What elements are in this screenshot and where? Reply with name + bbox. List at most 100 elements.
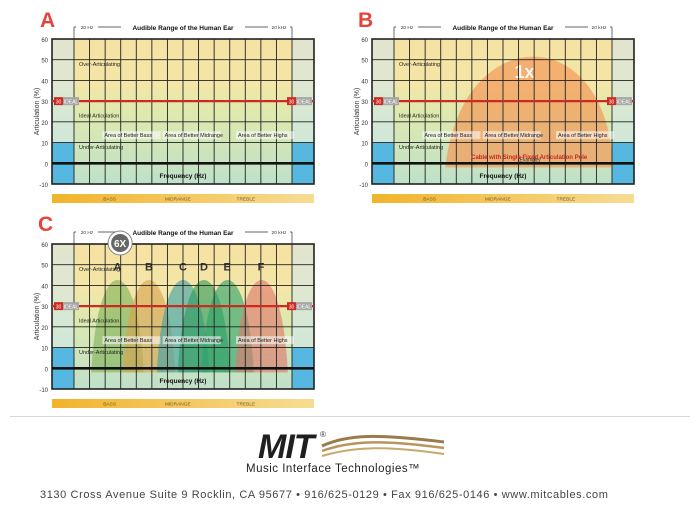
ideal-label-left: IDEAL [64,100,79,106]
logo-wordmark: MIT [258,428,315,466]
ideal-tag-right [296,97,312,106]
area-label: Area of Better Highs [558,133,608,139]
y-tick-label: 0 [45,367,49,373]
area-label: Area of Better Highs [238,133,288,139]
frequency-band-bar [372,194,634,203]
pole-letter-d: D [200,262,208,274]
ideal-value-right: 30 [289,305,295,311]
x-axis-title: Frequency (Hz) [480,173,527,180]
ideal-value-left: 30 [56,100,62,106]
zone-ideal-label: Ideal Articulation [79,114,119,120]
panel-c-letter: C [38,213,54,236]
title-bg [121,22,245,32]
frequency-band-bar [52,194,314,203]
band-label: BASS [103,197,116,203]
zone-ideal-label: Ideal Articulation [399,114,439,120]
articulation-pole-f [235,280,288,373]
title-bg [441,22,565,32]
range-high-label: 20 kHz [272,25,288,31]
plot-frame [51,38,315,185]
area-label: Area of Better Bass [104,133,152,139]
multiplier-badge: 6X [114,239,127,250]
area-label-bg [236,131,295,140]
zone-under-label: Under-Articulating [399,145,443,151]
ideal-value-right: 30 [289,100,295,106]
band-label: TREBLE [557,197,576,203]
area-label-bg [102,131,161,140]
y-tick-label: 40 [361,79,368,85]
ideal-label-right: IDEAL [297,100,312,106]
pole-note-sub: (Example) [518,157,541,163]
range-high-bg [588,22,610,32]
band-label: MIDRANGE [165,402,191,408]
ideal-label-left: IDEAL [384,100,399,106]
y-tick-label: 50 [41,264,48,270]
area-label: Area of Better Midrange [485,133,543,139]
band-label: TREBLE [237,197,256,203]
y-tick-label: 40 [41,79,48,85]
ideal-tag-right [616,97,632,106]
high-range-shade [612,39,634,143]
curve-multiplier-label: 1x [514,62,534,82]
range-high-bg [268,22,290,32]
plot-frame [371,38,635,185]
band-label: TREBLE [237,402,256,408]
low-range-shade [52,39,74,143]
panel-b-letter: B [358,9,374,32]
mit-logo: MIT ® [258,428,448,472]
range-low-bg [76,22,98,32]
band-label: BASS [103,402,116,408]
ideal-label-left: IDEAL [64,305,79,311]
logo-wave-icon [321,434,445,457]
zone-ideal-label: Ideal Articulation [79,319,119,325]
y-tick-label: 50 [361,59,368,65]
area-label: Area of Better Midrange [165,338,223,344]
audible-range-title: Audible Range of the Human Ear [132,230,234,237]
ideal-value-left: 30 [56,305,62,311]
zone-over-label: Over-Articulating [79,267,120,273]
y-axis-label: Articulation (%) [34,293,41,340]
y-tick-label: 60 [41,38,48,44]
area-label: Area of Better Midrange [165,133,223,139]
y-tick-label: 60 [41,243,48,249]
band-label: MIDRANGE [485,197,511,203]
footer-divider [10,416,690,417]
area-label-bg [162,336,221,345]
frequency-band-bar [52,399,314,408]
panel-a-letter: A [40,9,56,32]
ideal-tag-left [63,97,79,106]
y-tick-label: 30 [41,100,48,106]
low-range-shade [372,39,394,143]
ideal-marker-right [607,97,616,106]
range-high-label: 20 kHz [272,230,288,236]
y-axis-label: Articulation (%) [34,88,41,135]
zone-under-label: Under-Articulating [79,350,123,356]
y-tick-label: 50 [41,59,48,65]
zone-over-label: Over-Articulating [79,62,120,68]
pole-letter-a: A [114,262,122,274]
ideal-label-right: IDEAL [617,100,632,106]
ideal-tag-left [63,302,79,311]
area-label-bg [482,131,541,140]
range-low-bg [396,22,418,32]
high-range-shade [292,39,314,143]
range-low-label: 20 Hz [81,25,94,31]
pole-letter-b: B [145,262,153,274]
y-tick-label: -10 [39,388,48,394]
ideal-marker-left [54,302,63,311]
area-label-bg [162,131,221,140]
range-low-bg [76,227,98,237]
high-range-shade [292,244,314,348]
ideal-marker-right [287,97,296,106]
y-tick-label: 0 [365,162,369,168]
range-low-label: 20 Hz [81,230,94,236]
zone-over-label: Over-Articulating [399,62,440,68]
y-tick-label: 20 [41,121,48,127]
ideal-marker-left [374,97,383,106]
ideal-marker-right [287,302,296,311]
band-label: MIDRANGE [165,197,191,203]
y-tick-label: 20 [41,326,48,332]
y-tick-label: 10 [361,142,368,148]
